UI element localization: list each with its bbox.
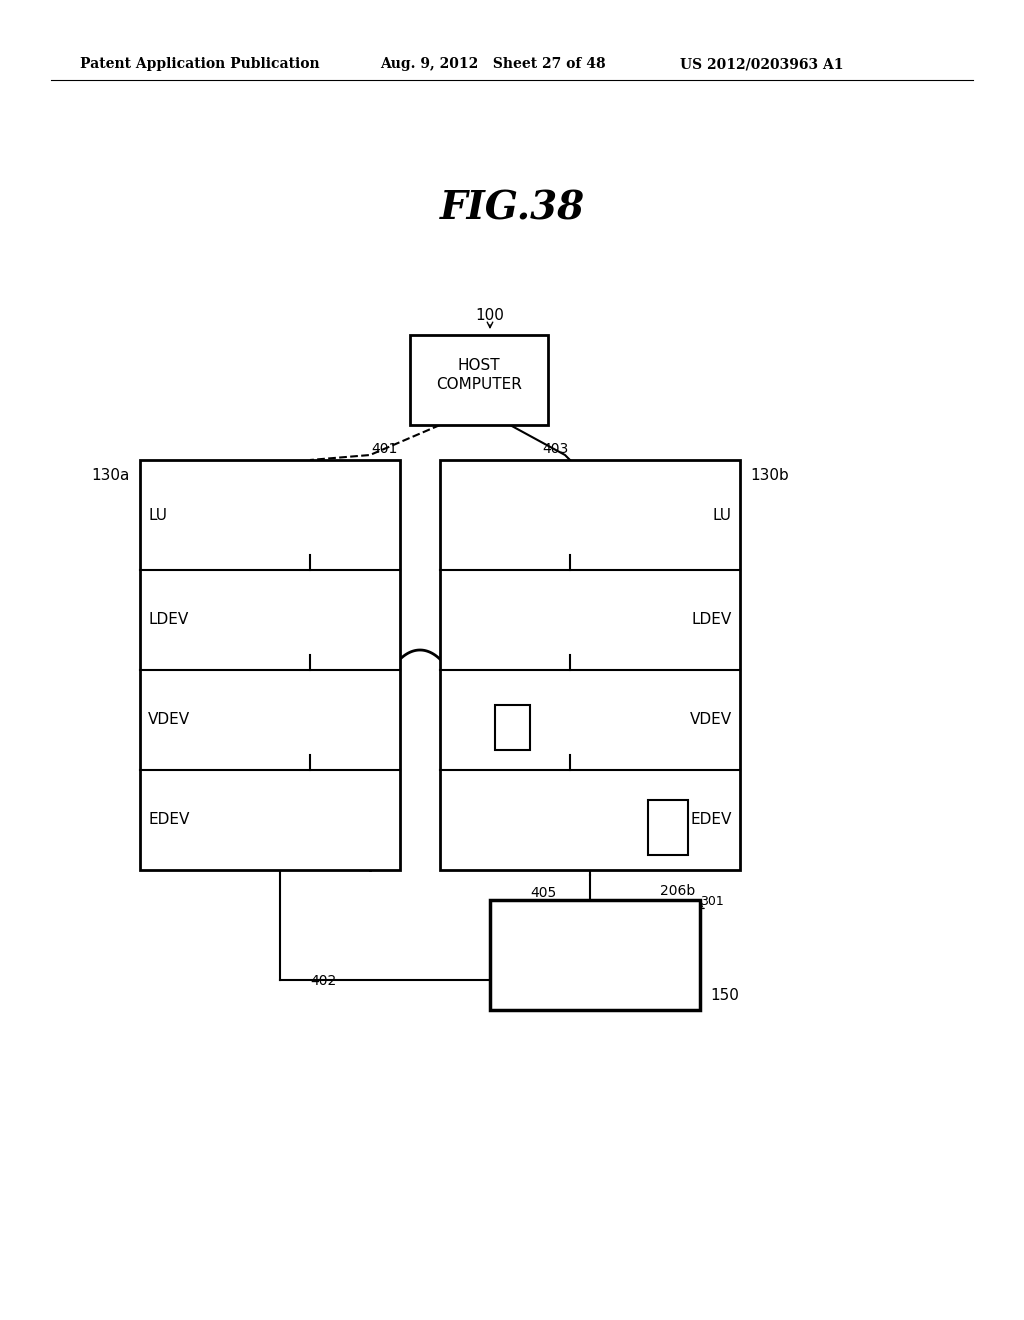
Text: EDEV: EDEV <box>148 813 189 828</box>
Text: VDEV: VDEV <box>148 713 190 727</box>
Text: LDEV: LDEV <box>148 612 188 627</box>
Ellipse shape <box>567 640 633 660</box>
Text: LU: LU <box>148 507 167 523</box>
Ellipse shape <box>567 585 633 605</box>
Text: 301-2: 301-2 <box>554 909 590 923</box>
Text: 403: 403 <box>542 442 568 455</box>
Ellipse shape <box>278 639 342 660</box>
Ellipse shape <box>278 780 342 801</box>
Text: EDEV: EDEV <box>690 813 732 828</box>
Text: 203a-2: 203a-2 <box>246 684 290 697</box>
Text: 203b-1: 203b-1 <box>455 774 499 785</box>
Ellipse shape <box>538 474 602 496</box>
Text: 402: 402 <box>310 974 336 987</box>
Text: 206b-2: 206b-2 <box>660 684 705 697</box>
Ellipse shape <box>470 780 525 801</box>
Ellipse shape <box>605 680 671 701</box>
Bar <box>278 791 342 850</box>
Text: 130b: 130b <box>750 469 788 483</box>
Bar <box>538 486 602 549</box>
Ellipse shape <box>532 739 597 760</box>
Text: 202a-1: 202a-1 <box>246 601 290 614</box>
Text: 405: 405 <box>530 886 556 900</box>
Text: 404: 404 <box>455 595 479 609</box>
Text: Aug. 9, 2012   Sheet 27 of 48: Aug. 9, 2012 Sheet 27 of 48 <box>380 57 605 71</box>
Text: 206a-2: 206a-2 <box>246 784 290 797</box>
Text: 202b-1: 202b-1 <box>630 601 674 614</box>
Text: 150: 150 <box>710 987 739 1003</box>
Text: 206b: 206b <box>660 884 695 898</box>
Text: 100: 100 <box>475 308 505 323</box>
Bar <box>470 791 525 850</box>
Ellipse shape <box>278 739 342 760</box>
Text: 206a: 206a <box>231 768 263 781</box>
Text: 130a: 130a <box>91 469 130 483</box>
Text: 301-1: 301-1 <box>554 927 590 940</box>
Bar <box>648 800 688 855</box>
Ellipse shape <box>557 780 623 801</box>
Ellipse shape <box>605 739 671 760</box>
Bar <box>585 921 655 989</box>
Bar <box>490 900 700 1010</box>
Bar <box>410 335 548 425</box>
Bar <box>278 590 342 649</box>
Ellipse shape <box>278 840 342 861</box>
Text: 206b-1: 206b-1 <box>590 784 634 797</box>
Text: VDEV: VDEV <box>690 713 732 727</box>
Ellipse shape <box>278 680 342 701</box>
Text: 202a: 202a <box>254 500 285 513</box>
Text: 203a-1: 203a-1 <box>246 700 290 711</box>
Text: 203b: 203b <box>455 668 486 681</box>
Bar <box>440 459 740 870</box>
Text: 201a: 201a <box>254 483 285 496</box>
Bar <box>532 690 597 750</box>
Ellipse shape <box>585 909 655 933</box>
Bar <box>567 595 633 651</box>
Ellipse shape <box>557 840 623 861</box>
Bar <box>495 705 530 750</box>
Text: 401: 401 <box>372 442 398 455</box>
Bar <box>278 486 342 549</box>
Ellipse shape <box>278 474 342 496</box>
Ellipse shape <box>538 639 602 660</box>
Text: 201b: 201b <box>600 483 632 496</box>
Text: US 2012/0203963 A1: US 2012/0203963 A1 <box>680 57 844 71</box>
Text: LDEV: LDEV <box>692 612 732 627</box>
Ellipse shape <box>585 977 655 1001</box>
Text: FIG.38: FIG.38 <box>439 190 585 228</box>
Text: 202b-2: 202b-2 <box>630 586 674 599</box>
Bar <box>538 590 602 649</box>
Text: 202a-2: 202a-2 <box>246 586 290 599</box>
Ellipse shape <box>278 539 342 561</box>
Text: LU: LU <box>713 507 732 523</box>
Text: 202b: 202b <box>455 579 486 593</box>
Ellipse shape <box>470 840 525 861</box>
Bar <box>557 791 623 850</box>
Text: 203b-2: 203b-2 <box>635 668 679 681</box>
Bar <box>605 690 671 750</box>
Bar <box>278 690 342 750</box>
Text: 203a: 203a <box>231 668 263 681</box>
Text: 206c: 206c <box>462 729 493 741</box>
Text: HOST
COMPUTER: HOST COMPUTER <box>436 358 522 392</box>
Text: Patent Application Publication: Patent Application Publication <box>80 57 319 71</box>
Text: 301: 301 <box>700 895 724 908</box>
Ellipse shape <box>532 680 597 701</box>
Ellipse shape <box>538 539 602 561</box>
Ellipse shape <box>538 579 602 601</box>
Ellipse shape <box>278 579 342 601</box>
Bar <box>140 459 400 870</box>
Text: 206a-1: 206a-1 <box>246 799 290 812</box>
